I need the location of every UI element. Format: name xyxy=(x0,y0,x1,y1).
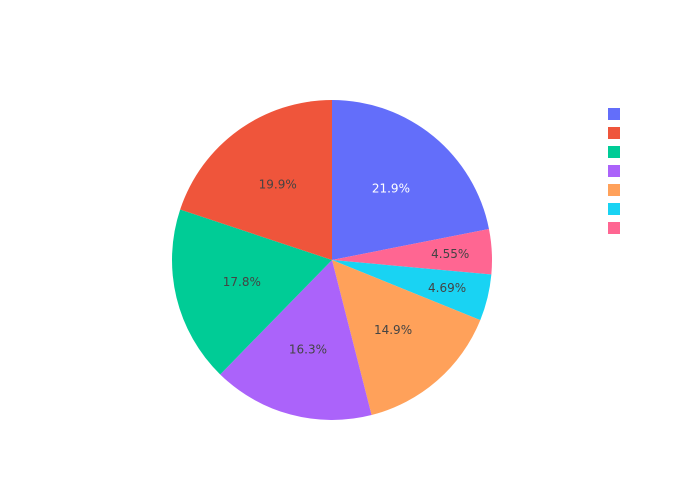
pie-slices xyxy=(172,100,493,421)
legend-swatch-2[interactable] xyxy=(608,127,620,139)
legend-swatch-1[interactable] xyxy=(608,108,620,120)
pie-slice-3[interactable] xyxy=(332,260,492,321)
pie-slice-labels: 21.9% 4.55% 4.69% 14.9% 16.3% 17.8% 19.9% xyxy=(223,178,470,357)
pie-slice-2[interactable] xyxy=(332,228,493,275)
pie-slice-1[interactable] xyxy=(332,100,489,260)
slice-label-7: 19.9% xyxy=(259,178,297,192)
slice-label-3: 4.69% xyxy=(428,281,466,295)
slice-label-5: 16.3% xyxy=(289,343,327,357)
pie-slice-4[interactable] xyxy=(332,260,481,416)
legend-swatch-7[interactable] xyxy=(608,222,620,234)
slice-label-6: 17.8% xyxy=(223,275,261,289)
pie-slice-5[interactable] xyxy=(220,260,372,421)
pie-slice-6[interactable] xyxy=(172,209,332,375)
slice-label-2: 4.55% xyxy=(431,247,469,261)
legend-swatch-4[interactable] xyxy=(608,165,620,177)
slice-label-1: 21.9% xyxy=(372,181,410,195)
pie-slice-7[interactable] xyxy=(180,100,332,260)
slice-label-4: 14.9% xyxy=(374,323,412,337)
legend xyxy=(608,108,620,234)
legend-swatch-3[interactable] xyxy=(608,146,620,158)
legend-swatch-5[interactable] xyxy=(608,184,620,196)
legend-swatch-6[interactable] xyxy=(608,203,620,215)
